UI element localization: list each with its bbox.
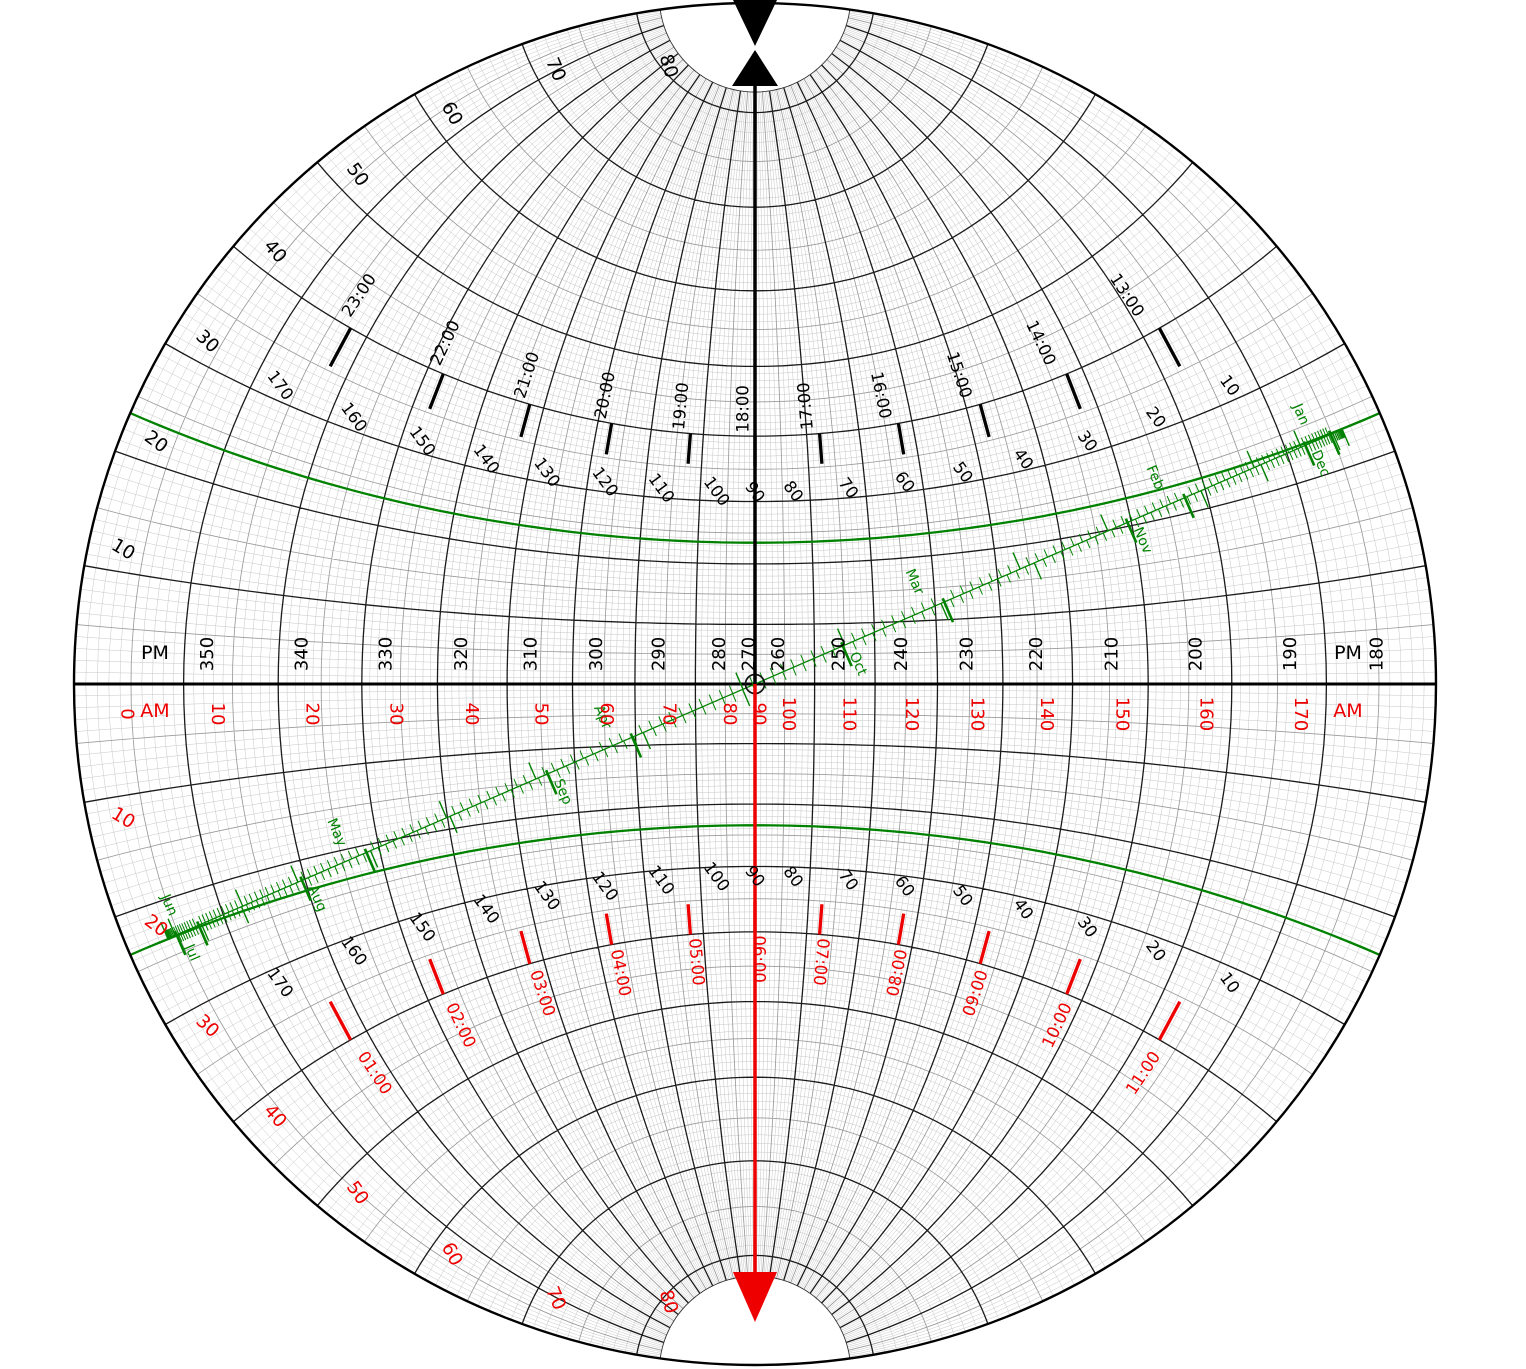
hour-label-1800: 18:00	[734, 385, 753, 433]
azimuth-black-210: 210	[1102, 637, 1123, 671]
azimuth-red-30: 30	[385, 703, 406, 726]
azimuth-black-340: 340	[292, 637, 313, 671]
azimuth-red-70: 70	[658, 703, 679, 726]
meridian-axis	[732, 0, 778, 1322]
azimuth-black-290: 290	[648, 637, 669, 671]
hour-label-0700: 07:00	[810, 937, 833, 986]
azimuth-black-250: 250	[829, 637, 850, 671]
north-arrow-icon	[732, 50, 778, 86]
azimuth-red-40: 40	[461, 703, 482, 726]
azimuth-black-200: 200	[1185, 637, 1206, 671]
azimuth-red-50: 50	[531, 703, 552, 726]
pm-label-right: PM	[1334, 642, 1362, 664]
azimuth-black-330: 330	[375, 637, 396, 671]
azimuth-black-240: 240	[891, 637, 912, 671]
equator-labels: 350 340 330 320 310 300 290 280 270 260 250 240 230 2…	[117, 637, 1388, 731]
south-polar-cap	[659, 1276, 851, 1365]
azimuth-red-150: 150	[1112, 697, 1133, 731]
azimuth-red-130: 130	[966, 697, 987, 731]
azimuth-red-120: 120	[901, 697, 922, 731]
azimuth-red-160: 160	[1195, 697, 1216, 731]
azimuth-black-260: 260	[768, 637, 789, 671]
azimuth-red-60: 60	[596, 703, 617, 726]
azimuth-black-270: 270	[739, 637, 760, 671]
hour-label-0600: 06:00	[750, 935, 769, 983]
azimuth-black-300: 300	[586, 637, 607, 671]
azimuth-red-90: 90	[749, 703, 770, 726]
azimuth-black-320: 320	[451, 637, 472, 671]
azimuth-black-220: 220	[1026, 637, 1047, 671]
azimuth-black-280: 280	[709, 637, 730, 671]
hour-label-1700: 17:00	[794, 382, 817, 431]
azimuth-red-10: 10	[207, 703, 228, 726]
azimuth-red-20: 20	[302, 703, 323, 726]
azimuth-black-190: 190	[1280, 637, 1301, 671]
pm-label-left: PM	[141, 642, 169, 664]
hour-label-1900: 19:00	[669, 382, 692, 431]
date-scale	[160, 427, 1350, 956]
horizon-boundary-circle	[72, 1, 1438, 1367]
azimuth-black-180: 180	[1367, 637, 1388, 671]
azimuth-black-350: 350	[197, 637, 218, 671]
north-polar-cap	[659, 3, 851, 92]
south-arrow-icon	[733, 1272, 777, 1322]
azimuth-black-230: 230	[956, 637, 977, 671]
am-label-left: AM	[140, 700, 169, 722]
azimuth-red-140: 140	[1036, 697, 1057, 731]
azimuth-red-170: 170	[1290, 697, 1311, 731]
azimuth-red-80: 80	[719, 703, 740, 726]
azimuth-red-0: 0	[117, 708, 138, 719]
am-label-right: AM	[1333, 700, 1362, 722]
hour-label-0500: 05:00	[685, 937, 708, 986]
azimuth-black-310: 310	[521, 637, 542, 671]
azimuth-red-100: 100	[778, 697, 799, 731]
month-label-jul: Jul	[181, 941, 203, 964]
north-arrow-icon	[733, 0, 777, 46]
azimuth-red-110: 110	[839, 697, 860, 731]
